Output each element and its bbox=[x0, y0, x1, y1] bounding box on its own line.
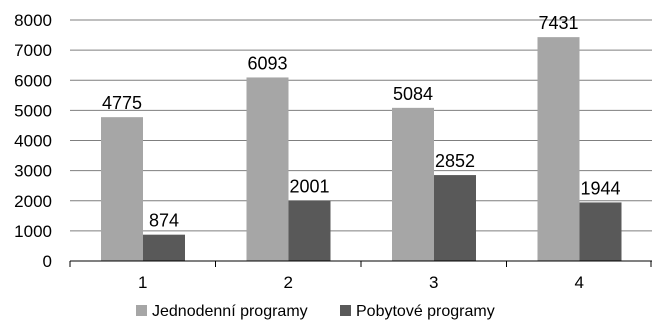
y-tick-label: 7000 bbox=[14, 41, 52, 60]
bar-pobytove bbox=[288, 200, 331, 261]
legend-label: Pobytové programy bbox=[356, 303, 495, 320]
bars bbox=[101, 37, 622, 262]
bar-jednodenni bbox=[392, 107, 434, 261]
bar-jednodenni bbox=[537, 37, 580, 261]
y-tick-label: 8000 bbox=[14, 11, 52, 30]
data-label: 7431 bbox=[538, 13, 578, 33]
x-tick-label: 3 bbox=[429, 273, 438, 292]
data-label: 1944 bbox=[580, 178, 620, 198]
data-label: 2001 bbox=[289, 177, 329, 197]
legend-swatch bbox=[136, 305, 147, 316]
y-tick-label: 2000 bbox=[14, 192, 52, 211]
bar-jednodenni bbox=[246, 77, 289, 262]
y-tick-label: 6000 bbox=[14, 71, 52, 90]
legend-item-jednodenni: Jednodenní programy bbox=[136, 303, 308, 320]
x-tick-label: 2 bbox=[284, 273, 293, 292]
y-tick-label: 1000 bbox=[14, 222, 52, 241]
y-tick-label: 4000 bbox=[14, 132, 52, 151]
x-axis-tick-labels: 1 2 3 4 bbox=[138, 273, 584, 292]
y-tick-label: 0 bbox=[43, 252, 52, 271]
legend-item-pobytove: Pobytové programy bbox=[340, 303, 495, 320]
data-label: 5084 bbox=[393, 84, 433, 104]
gridlines bbox=[70, 19, 652, 232]
legend: Jednodenní programy Pobytové programy bbox=[136, 303, 495, 320]
legend-swatch bbox=[340, 305, 351, 316]
bar-jednodenni bbox=[101, 117, 143, 261]
data-label: 874 bbox=[149, 211, 179, 231]
data-label: 6093 bbox=[247, 53, 287, 73]
legend-label: Jednodenní programy bbox=[152, 303, 308, 320]
x-tick-label: 4 bbox=[575, 273, 584, 292]
bar-pobytove bbox=[143, 234, 185, 261]
y-tick-label: 5000 bbox=[14, 101, 52, 120]
y-tick-label: 3000 bbox=[14, 162, 52, 181]
data-label: 2852 bbox=[435, 151, 475, 171]
y-axis-tick-labels: 0 1000 2000 3000 4000 5000 6000 7000 8000 bbox=[14, 11, 52, 271]
x-tick-label: 1 bbox=[138, 273, 147, 292]
data-labels: 4775 874 6093 2001 5084 2852 7431 1944 bbox=[102, 13, 621, 231]
bar-pobytove bbox=[579, 202, 622, 261]
x-axis-ticks bbox=[69, 261, 652, 267]
data-label: 4775 bbox=[102, 93, 142, 113]
bar-pobytove bbox=[434, 175, 476, 261]
